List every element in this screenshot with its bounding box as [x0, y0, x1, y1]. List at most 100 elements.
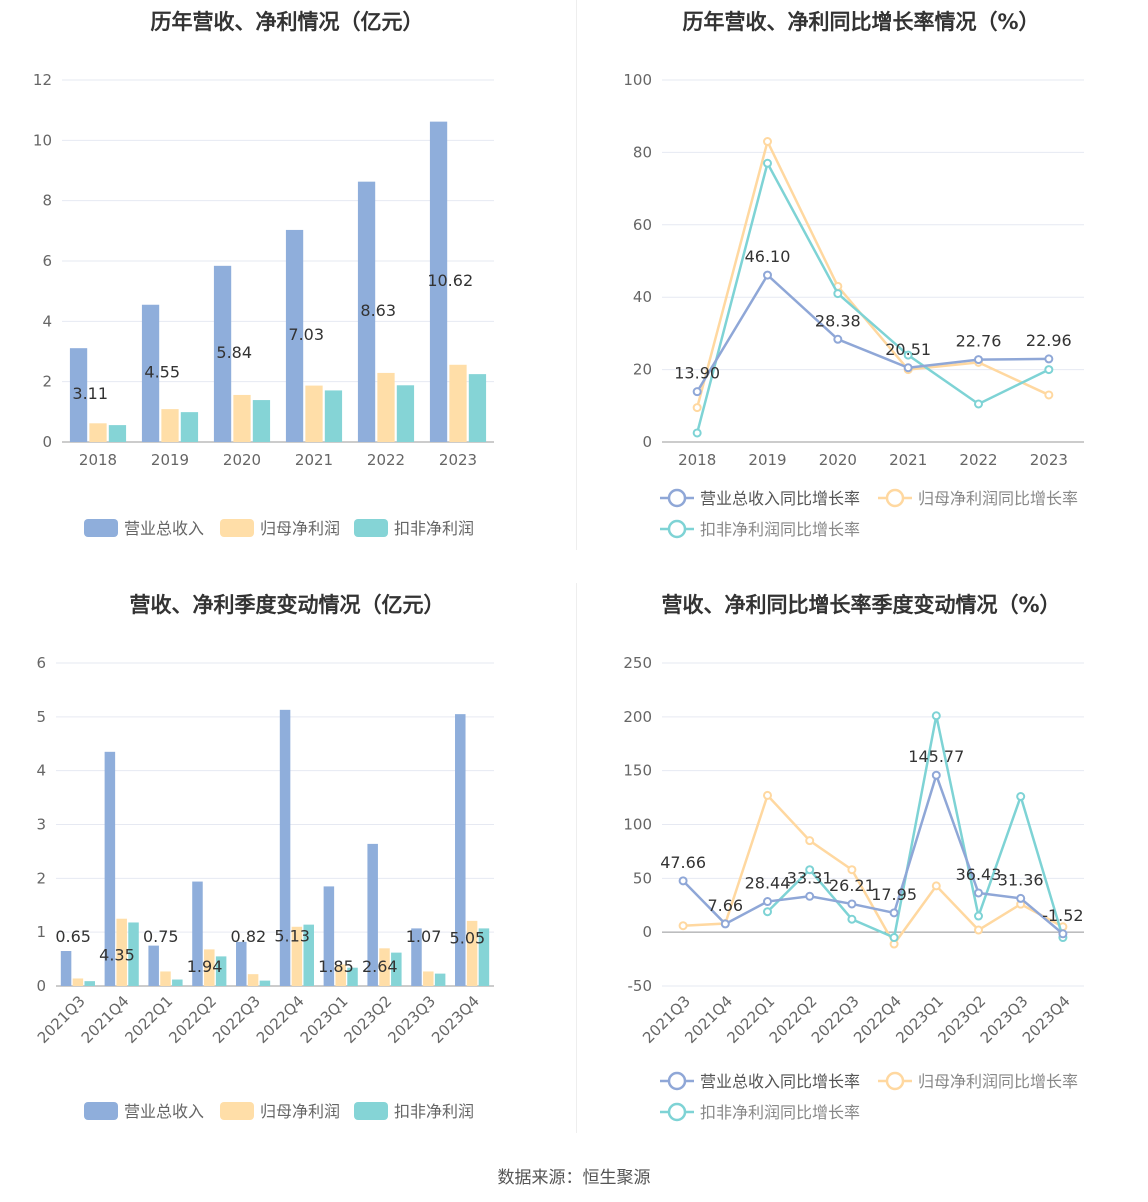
chart-annual-amount: 0 2 4 6 8 10 12 2018 2019 2020 2021 2022 2023 3.11 4.5… [33, 71, 494, 538]
data-point [692, 403, 702, 413]
data-label: 13.90 [674, 364, 720, 383]
bar [128, 922, 139, 986]
data-point [692, 428, 702, 438]
bar [434, 973, 446, 986]
x-tick-label: 2021Q3 [34, 992, 89, 1047]
chart-annual-growth: 0 20 40 60 80 100 2018 2019 2020 2021 2022 2023 13.9… [623, 71, 1084, 539]
y-tick-label: 0 [36, 977, 46, 995]
legend-marker [667, 1071, 687, 1091]
y-tick-label: 4 [42, 312, 52, 330]
x-tick-label: 2018 [678, 451, 716, 469]
legend-swatch [354, 1102, 388, 1120]
data-label: -1.52 [1042, 906, 1083, 925]
x-tick-label: 2021Q4 [78, 992, 133, 1047]
y-tick-label: 100 [623, 71, 652, 89]
y-tick-label: 1 [36, 923, 46, 941]
y-tick-label: 150 [623, 762, 652, 780]
legend-label: 扣非净利润同比增长率 [700, 520, 860, 539]
bar [377, 372, 395, 442]
data-label: 0.82 [231, 927, 267, 946]
data-label: 8.63 [360, 301, 396, 320]
panel-quarter-growth: 营收、净利同比增长率季度变动情况（%） -50 0 50 100 150 200 250 20… [574, 583, 1148, 1143]
bar [466, 920, 478, 986]
series-line [683, 793, 1064, 947]
y-tick-label: 0 [42, 433, 52, 451]
x-tick-label: 2020 [223, 451, 261, 469]
y-tick-label: 60 [633, 216, 652, 234]
y-tick-label: 2 [36, 869, 46, 887]
legend-label: 归母净利润 [260, 1102, 340, 1121]
data-point [805, 865, 815, 875]
bar [236, 941, 247, 986]
bar [247, 974, 259, 986]
data-point [847, 914, 857, 924]
x-tick-label: 2018 [79, 451, 117, 469]
legend-label: 归母净利润同比增长率 [918, 489, 1078, 508]
panel-annual-growth: 历年营收、净利同比增长率情况（%） 0 20 40 60 80 100 2018 2019 20… [574, 0, 1148, 560]
data-point [974, 925, 983, 935]
legend-label: 归母净利润 [260, 519, 340, 538]
y-tick-label: 40 [633, 288, 652, 306]
y-tick-label: 10 [33, 131, 52, 149]
bar [423, 971, 434, 986]
data-label: 28.44 [745, 874, 791, 893]
bar [215, 956, 227, 986]
data-point [1044, 365, 1054, 375]
bar [161, 409, 179, 442]
data-point [805, 836, 815, 846]
legend-marker [885, 1071, 905, 1091]
x-tick-label: 2023 [439, 451, 477, 469]
data-label: 22.96 [1026, 331, 1072, 350]
data-label: 31.36 [998, 870, 1044, 889]
series-line [695, 159, 1050, 434]
data-point [931, 770, 941, 780]
bar [367, 843, 378, 986]
y-tick-label: 2 [42, 373, 52, 391]
bar [478, 928, 490, 986]
legend-swatch [84, 1102, 118, 1120]
data-point [903, 350, 913, 360]
y-tick-label: 20 [633, 361, 652, 379]
data-point [692, 387, 702, 397]
y-tick-label: 50 [633, 869, 652, 887]
data-label: 17.95 [871, 885, 917, 904]
data-label: 1.85 [318, 957, 354, 976]
data-point [1016, 893, 1026, 903]
y-tick-label: 0 [642, 433, 652, 451]
bar [449, 364, 467, 442]
bar [69, 348, 88, 442]
data-label: 4.35 [99, 946, 135, 965]
chart-title: 历年营收、净利情况（亿元） [150, 10, 424, 34]
data-point [974, 355, 983, 365]
y-tick-label: -50 [628, 977, 653, 995]
data-label: 33.31 [787, 868, 833, 887]
legend-marker [667, 488, 687, 508]
data-label: 20.51 [885, 340, 931, 359]
chart-quarter-amount: 01234562021Q32021Q42022Q12022Q22022Q3202… [34, 654, 494, 1121]
data-point [763, 897, 772, 907]
data-label: 46.10 [745, 247, 791, 266]
bar [303, 924, 314, 986]
bar [305, 385, 323, 442]
series-line [682, 771, 1064, 935]
data-point [847, 899, 857, 909]
data-point [1044, 354, 1054, 364]
data-label: 47.66 [660, 853, 706, 872]
data-point [974, 399, 983, 409]
chart-title: 营收、净利同比增长率季度变动情况（%） [661, 593, 1061, 617]
data-point [763, 907, 772, 917]
data-label: 10.62 [427, 271, 473, 290]
x-tick-label: 2021 [295, 451, 333, 469]
data-label: 3.11 [72, 384, 108, 403]
bar [379, 948, 390, 986]
x-tick-label: 2019 [748, 451, 786, 469]
y-tick-label: 100 [623, 816, 652, 834]
x-tick-label: 2022 [367, 451, 405, 469]
data-point [720, 919, 730, 929]
data-point [931, 711, 941, 721]
bar [192, 881, 203, 986]
bar [259, 980, 271, 986]
data-point [805, 891, 815, 901]
data-label: 1.94 [187, 957, 223, 976]
x-tick-label: 2023Q1 [297, 992, 352, 1047]
